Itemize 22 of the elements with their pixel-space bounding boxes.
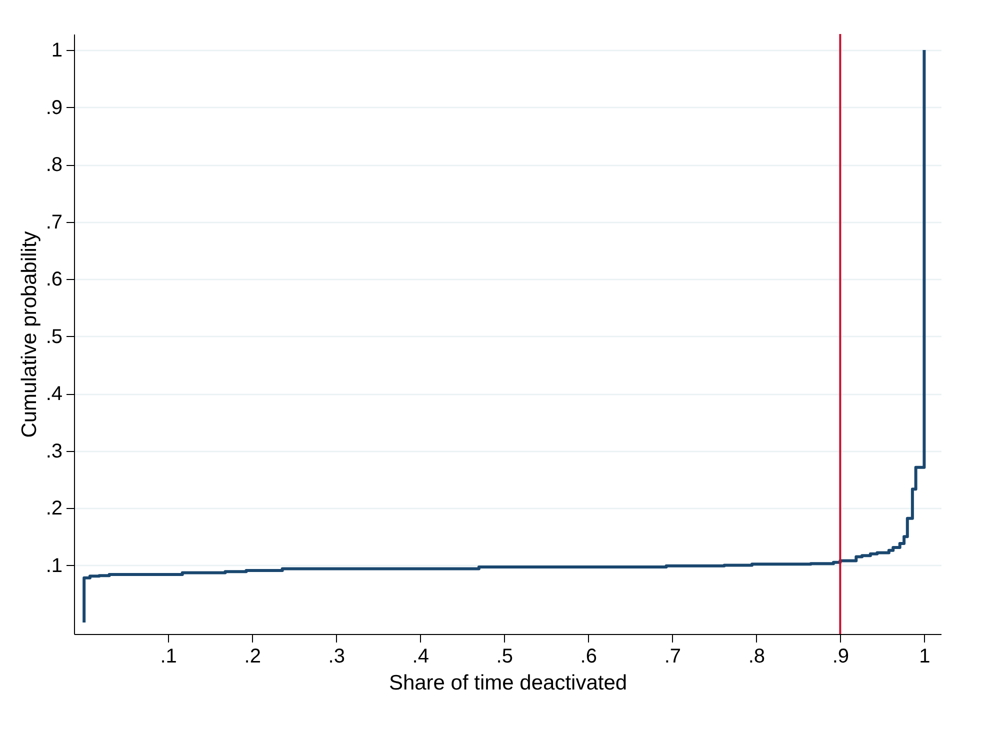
x-tick-label: .5 <box>496 646 513 668</box>
x-tick-label: .3 <box>328 646 345 668</box>
x-tick-label: .7 <box>664 646 682 668</box>
x-axis-title: Share of time deactivated <box>388 672 628 694</box>
y-tick-label: .4 <box>46 383 62 406</box>
y-tick-label: 1 <box>51 40 62 62</box>
x-tick-label: .8 <box>748 646 766 668</box>
y-tick-label: .1 <box>46 554 62 577</box>
y-tick-label: .3 <box>46 440 62 462</box>
y-axis-title: Cumulative probability <box>18 230 41 438</box>
x-tick-label: .6 <box>580 646 597 668</box>
y-tick-label: .7 <box>46 211 62 234</box>
y-tick-label: .6 <box>46 268 62 291</box>
x-tick-label: .1 <box>160 646 177 668</box>
x-tick-label: .9 <box>832 646 850 668</box>
x-tick-label: 1 <box>919 646 930 668</box>
y-tick-label: .2 <box>46 498 62 520</box>
x-tick-label: .2 <box>244 646 261 668</box>
y-tick-label: .9 <box>46 96 62 119</box>
y-tick-label: .5 <box>46 326 62 348</box>
y-tick-label: .8 <box>46 154 62 176</box>
x-tick-label: .4 <box>412 646 429 668</box>
